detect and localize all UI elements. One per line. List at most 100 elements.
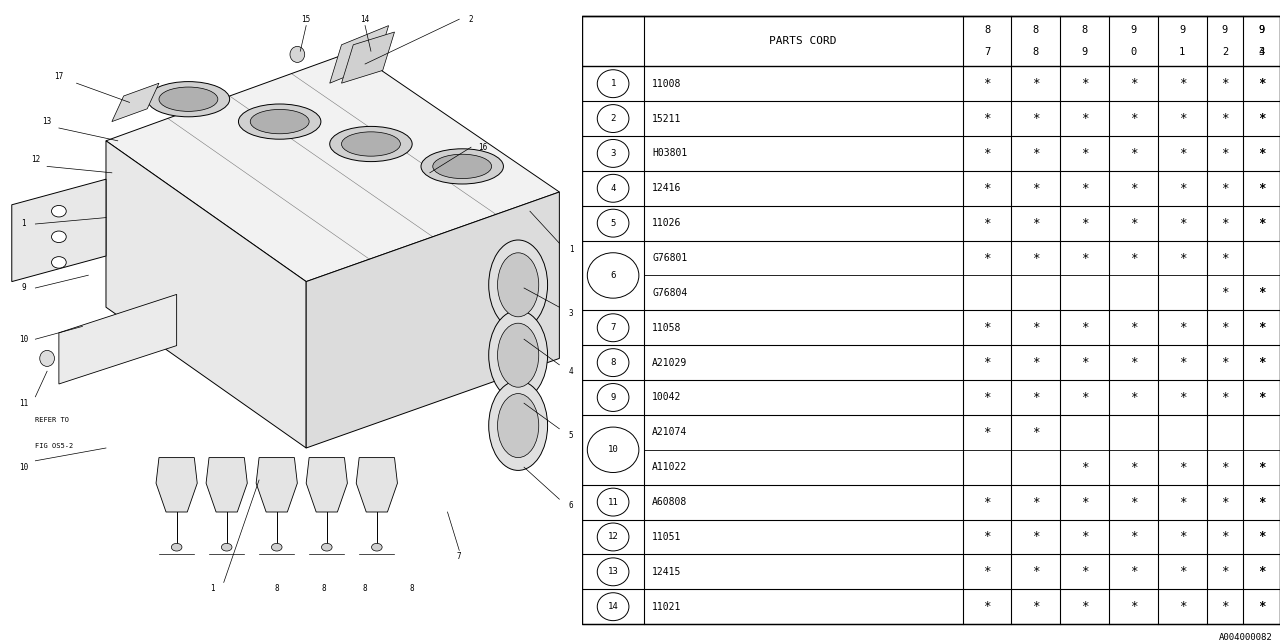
Text: 4: 4 [1258,47,1265,57]
Text: 15211: 15211 [652,113,681,124]
Text: *: * [1080,356,1088,369]
Text: 9: 9 [1082,47,1088,57]
Text: *: * [1130,77,1137,90]
Text: A11022: A11022 [652,462,687,472]
Polygon shape [342,32,394,83]
Text: *: * [1221,391,1229,404]
Text: 8: 8 [611,358,616,367]
Text: 17: 17 [54,72,64,81]
Text: *: * [983,321,991,334]
Text: *: * [1258,391,1265,404]
Text: *: * [1130,252,1137,264]
Text: *: * [983,217,991,230]
Text: 8: 8 [274,584,279,593]
Ellipse shape [40,350,55,366]
Text: *: * [1179,217,1187,230]
Text: 11051: 11051 [652,532,681,542]
Polygon shape [156,458,197,512]
Text: *: * [1032,531,1039,543]
Text: 12416: 12416 [652,183,681,193]
Text: *: * [1221,321,1229,334]
Ellipse shape [147,81,229,117]
Polygon shape [306,192,559,448]
Bar [582,16,1280,67]
Text: *: * [1179,356,1187,369]
Text: *: * [1179,182,1187,195]
Text: *: * [1080,565,1088,579]
Text: 7: 7 [611,323,616,332]
Text: 11021: 11021 [652,602,681,612]
Text: 11: 11 [19,399,28,408]
Polygon shape [206,458,247,512]
Ellipse shape [371,543,383,551]
Circle shape [588,253,639,298]
Text: *: * [1032,391,1039,404]
Text: *: * [1080,600,1088,613]
Text: 8: 8 [1033,47,1039,57]
Text: 13: 13 [42,117,51,126]
Ellipse shape [51,231,67,243]
Text: 13: 13 [608,567,618,577]
Text: *: * [1258,77,1265,90]
Text: FIG OS5-2: FIG OS5-2 [36,443,73,449]
Text: *: * [1258,321,1265,334]
Text: *: * [1080,217,1088,230]
Text: A21029: A21029 [652,358,687,367]
Text: 12: 12 [608,532,618,541]
Text: *: * [1221,495,1229,509]
Text: *: * [983,600,991,613]
Text: 5: 5 [568,431,573,440]
Text: *: * [983,426,991,439]
Text: *: * [1258,391,1265,404]
Ellipse shape [172,543,182,551]
Text: *: * [1221,356,1229,369]
Text: 11: 11 [608,497,618,507]
Text: *: * [1179,112,1187,125]
Text: *: * [1258,356,1265,369]
Text: *: * [1032,147,1039,160]
Text: 5: 5 [611,219,616,228]
Text: *: * [1258,112,1265,125]
Text: 0: 0 [1130,47,1137,57]
Polygon shape [59,294,177,384]
Text: 10: 10 [19,335,28,344]
Text: 16: 16 [479,143,488,152]
Text: 8: 8 [1033,25,1039,35]
Text: 1: 1 [611,79,616,88]
Text: *: * [1080,461,1088,474]
Circle shape [598,349,628,376]
Text: *: * [983,495,991,509]
Text: *: * [1080,531,1088,543]
Text: *: * [1032,182,1039,195]
Text: *: * [1130,495,1137,509]
Text: *: * [1258,461,1265,474]
Ellipse shape [489,310,548,400]
Polygon shape [106,51,559,282]
Text: 7: 7 [984,47,991,57]
Circle shape [598,383,628,412]
Text: *: * [1221,252,1229,264]
Text: *: * [1032,495,1039,509]
Polygon shape [106,141,306,448]
Text: *: * [1221,217,1229,230]
Text: 10042: 10042 [652,392,681,403]
Text: *: * [1221,600,1229,613]
Text: 9: 9 [1222,25,1228,35]
Text: 12: 12 [31,156,40,164]
Text: *: * [1080,252,1088,264]
Ellipse shape [238,104,321,140]
Text: 2: 2 [468,15,474,24]
Text: *: * [1130,531,1137,543]
Text: 8: 8 [1082,25,1088,35]
Circle shape [598,70,628,98]
Text: *: * [983,252,991,264]
Text: *: * [1258,600,1265,613]
Text: *: * [983,112,991,125]
Ellipse shape [291,46,305,62]
Text: 1: 1 [22,220,26,228]
Circle shape [598,104,628,132]
Ellipse shape [489,240,548,330]
Text: 2: 2 [1222,47,1228,57]
Text: *: * [1258,565,1265,579]
Text: *: * [1130,565,1137,579]
